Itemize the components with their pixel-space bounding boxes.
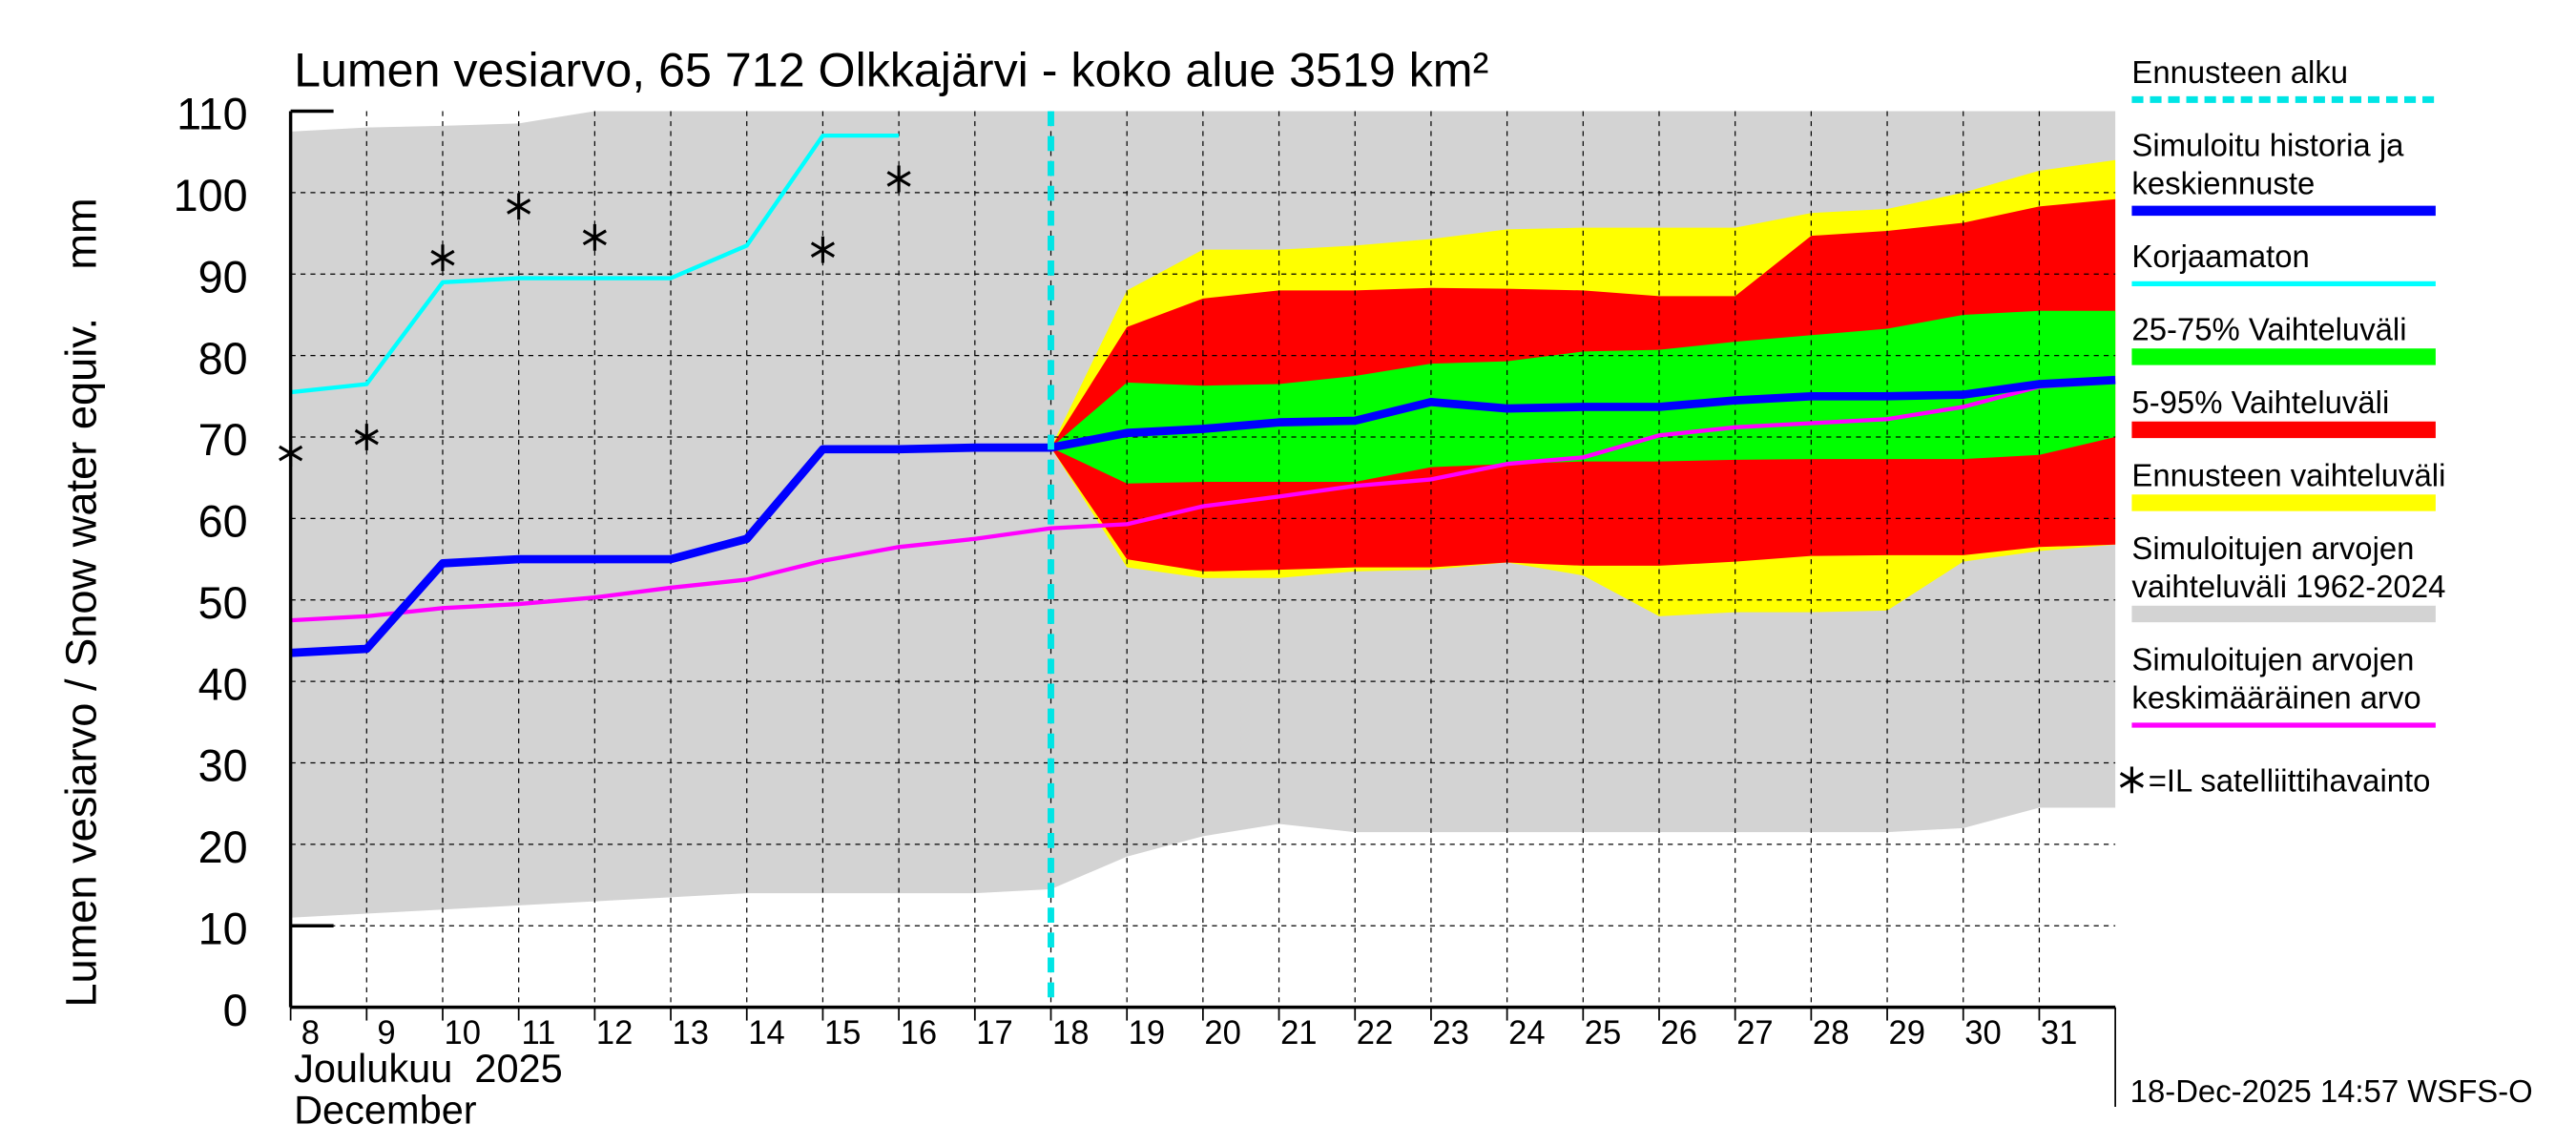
- star-stroke: [354, 428, 379, 446]
- x-tick-label: 16: [901, 1015, 938, 1051]
- y-tick-label: 30: [198, 741, 248, 791]
- star-stroke: [886, 171, 911, 187]
- satellite-observation: [810, 236, 835, 263]
- x-tick-label: 27: [1736, 1015, 1774, 1051]
- axes-layer: 0 10 20 30 40 50 60 70 80 90 100 110 8 9 10 11 12 13 14 15 1…: [174, 90, 2116, 1107]
- x-tick-label: 13: [673, 1015, 710, 1051]
- x-tick-label: 14: [748, 1015, 785, 1051]
- y-tick-label: 10: [198, 904, 248, 953]
- x-tick-label: 28: [1813, 1015, 1850, 1051]
- legend-label: Simuloitujen arvojen: [2131, 642, 2414, 677]
- legend-item-satellite: =IL satelliittihavainto: [2119, 762, 2431, 799]
- legend-item-forecast_start: Ennusteen alku: [2131, 54, 2436, 103]
- x-tick-label: 20: [1204, 1015, 1241, 1051]
- legend-swatch: [2131, 421, 2436, 439]
- y-tick-label: 20: [198, 822, 248, 872]
- y-tick-label: 80: [198, 334, 248, 384]
- lines-layer: [279, 111, 2116, 1008]
- legend-item-uncorrected: Korjaamaton: [2131, 239, 2436, 286]
- satellite-observation: [354, 424, 379, 450]
- legend-label: Simuloitujen arvojen: [2131, 531, 2414, 566]
- legend-swatch: [2131, 348, 2436, 365]
- x-tick-label: 18: [1052, 1015, 1090, 1051]
- y-tick-label: 70: [198, 415, 248, 465]
- satellite-observation: [507, 193, 531, 220]
- x-axis-month-label-en: December: [294, 1087, 477, 1132]
- x-tick-label: 23: [1432, 1015, 1469, 1051]
- star-stroke: [430, 249, 455, 266]
- x-tick-label: 19: [1129, 1015, 1166, 1051]
- x-tick-label: 9: [377, 1015, 395, 1051]
- star-stroke: [582, 229, 607, 246]
- line-mean: [290, 379, 2116, 623]
- x-tick-label: 10: [445, 1015, 482, 1051]
- x-tick-label: 26: [1661, 1015, 1698, 1051]
- y-tick-label: 110: [177, 90, 247, 139]
- y-tick-label: 100: [174, 171, 248, 220]
- legend-star-icon: [2119, 766, 2144, 794]
- y-tick-label: 50: [198, 578, 248, 628]
- legend-label: Simuloitu historia ja: [2131, 127, 2404, 162]
- x-tick-label: 21: [1280, 1015, 1318, 1051]
- x-tick-label: 12: [596, 1015, 634, 1051]
- x-tick-label: 11: [521, 1015, 555, 1051]
- legend-label: vaihteluväli 1962-2024: [2131, 569, 2445, 604]
- x-tick-label: 8: [301, 1015, 320, 1051]
- y-tick-label: 0: [223, 986, 248, 1035]
- legend-label: 25-75% Vaihteluväli: [2131, 311, 2406, 346]
- x-tick-label: 29: [1889, 1015, 1926, 1051]
- y-tick-label: 90: [198, 252, 248, 302]
- satellite-observation: [582, 223, 607, 251]
- legend-label: =IL satelliittihavainto: [2149, 762, 2431, 798]
- star-stroke: [810, 241, 835, 258]
- x-tick-label: 25: [1585, 1015, 1622, 1051]
- x-tick-label: 31: [2041, 1015, 2078, 1051]
- line-uncorrected: [290, 133, 900, 395]
- legend-swatch: [2131, 494, 2436, 511]
- satellite-observation: [886, 165, 911, 193]
- x-tick-label: 30: [1964, 1015, 2002, 1051]
- chart-title: Lumen vesiarvo, 65 712 Olkkajärvi - koko…: [294, 42, 1488, 96]
- star-stroke: [2119, 772, 2144, 788]
- x-tick-label: 24: [1508, 1015, 1546, 1051]
- satellite-observation: [430, 244, 455, 272]
- legend-label: keskimääräinen arvo: [2131, 680, 2420, 716]
- x-axis-month-label: Joulukuu 2025: [294, 1046, 563, 1091]
- y-tick-label: 60: [198, 496, 248, 546]
- y-tick-label: 40: [198, 659, 248, 709]
- x-tick-label: 22: [1357, 1015, 1394, 1051]
- legend-item-forecast_range: Ennusteen vaihteluväli: [2131, 457, 2445, 511]
- legend-label: Ennusteen vaihteluväli: [2131, 457, 2445, 492]
- line-simulated: [290, 375, 2116, 657]
- timestamp: 18-Dec-2025 14:57 WSFS-O: [2130, 1073, 2533, 1109]
- legend-label: Ennusteen alku: [2131, 54, 2348, 90]
- legend-swatch: [2131, 605, 2436, 623]
- x-tick-label: 17: [976, 1015, 1013, 1051]
- y-axis-label: Lumen vesiarvo / Snow water equiv. mm: [56, 198, 105, 1007]
- legend-item-range_25_75: 25-75% Vaihteluväli: [2131, 311, 2436, 365]
- legend-label: Korjaamaton: [2131, 239, 2309, 274]
- legend-item-range_5_95: 5-95% Vaihteluväli: [2131, 385, 2436, 439]
- star-stroke: [507, 198, 531, 215]
- legend-label: 5-95% Vaihteluväli: [2131, 385, 2389, 420]
- x-tick-label: 15: [824, 1015, 862, 1051]
- legend-label: keskiennuste: [2131, 165, 2315, 200]
- band-25-75: [1050, 310, 2116, 484]
